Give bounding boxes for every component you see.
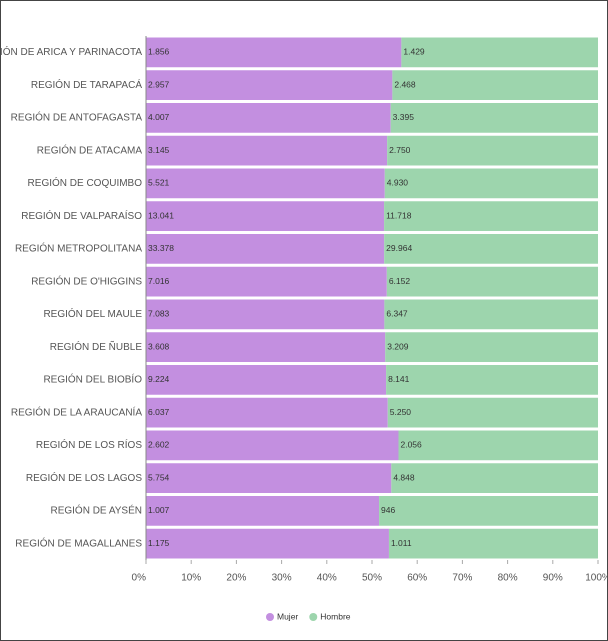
value-label: 5.754: [148, 472, 170, 482]
category-label: REGIÓN DE MAGALLANES: [15, 536, 142, 549]
x-tick-label: 60%: [407, 573, 427, 584]
bar-segment: [398, 430, 598, 461]
category-label: REGIÓN DE LOS RÍOS: [36, 438, 142, 451]
value-label: 9.224: [148, 374, 170, 384]
x-tick-label: 80%: [498, 573, 518, 584]
category-label: REGIÓN DE ARICA Y PARINACOTA: [0, 45, 142, 58]
value-label: 13.041: [148, 210, 174, 220]
bar-segment: [385, 332, 598, 362]
value-label: 7.083: [148, 309, 170, 319]
bar-segment: [387, 135, 598, 166]
value-label: 1.429: [403, 47, 425, 57]
bar-segment: [146, 430, 399, 461]
category-label: REGIÓN DEL BIOBÍO: [43, 373, 142, 386]
category-label: REGIÓN DE TARAPACÁ: [31, 78, 142, 91]
category-label: REGIÓN DE LA ARAUCANÍA: [11, 405, 142, 418]
x-tick-label: 90%: [543, 573, 563, 584]
bar-segment: [390, 103, 598, 133]
x-tick-label: 10%: [181, 573, 201, 584]
value-label: 4.007: [148, 112, 170, 122]
value-label: 8.141: [388, 374, 410, 384]
bar-segment: [146, 70, 393, 100]
bar-segment: [146, 332, 386, 362]
bar-segment: [391, 463, 598, 493]
bar-segment: [386, 266, 598, 297]
bar-segment: [146, 496, 380, 526]
value-label: 3.395: [393, 112, 415, 122]
value-label: 3.608: [148, 341, 170, 351]
bar-segment: [146, 463, 392, 493]
category-label: REGIÓN DE ANTOFAGASTA: [11, 111, 143, 124]
bar-segment: [379, 496, 598, 526]
value-label: 5.250: [390, 407, 412, 417]
bar-segment: [146, 397, 388, 428]
value-label: 7.016: [148, 276, 170, 286]
value-label: 3.145: [148, 145, 170, 155]
category-label: REGIÓN DE VALPARAÍSO: [21, 209, 142, 222]
value-label: 29.964: [386, 243, 412, 253]
value-label: 3.209: [387, 341, 409, 351]
bar-segment: [387, 397, 598, 428]
category-label: REGIÓN METROPOLITANA: [15, 242, 142, 255]
bar-segment: [386, 365, 598, 395]
x-tick-label: 50%: [362, 573, 382, 584]
value-label: 6.347: [386, 309, 408, 319]
legend-label: Mujer: [277, 611, 298, 621]
x-tick-label: 20%: [226, 573, 246, 584]
bar-segment: [384, 168, 598, 199]
bar-segment: [146, 135, 388, 166]
value-label: 4.848: [393, 472, 415, 482]
value-label: 2.957: [148, 79, 170, 89]
x-tick-label: 100%: [585, 573, 608, 584]
x-tick-label: 0%: [132, 573, 147, 584]
value-label: 5.521: [148, 178, 170, 188]
value-label: 4.930: [387, 178, 409, 188]
value-label: 6.152: [389, 276, 411, 286]
legend-label: Hombre: [320, 611, 351, 621]
bar-segment: [146, 299, 385, 330]
bar-segment: [392, 70, 598, 100]
bar-segment: [401, 37, 598, 68]
x-tick-label: 70%: [452, 573, 472, 584]
bar-segment: [146, 168, 385, 199]
value-label: 33.378: [148, 243, 174, 253]
value-label: 11.718: [386, 210, 412, 220]
legend-swatch: [266, 613, 274, 621]
value-label: 2.468: [394, 79, 416, 89]
bar-segment: [388, 528, 598, 559]
bar-segment: [384, 201, 598, 231]
value-label: 2.602: [148, 440, 170, 450]
bar-segment: [146, 103, 391, 133]
value-label: 946: [381, 505, 395, 515]
bar-segment: [146, 201, 385, 231]
bar-segment: [384, 234, 598, 264]
category-label: REGIÓN DE ÑUBLE: [50, 340, 143, 353]
bar-segment: [146, 528, 389, 559]
value-label: 1.007: [148, 505, 170, 515]
legend-swatch: [309, 613, 318, 621]
x-tick-label: 30%: [272, 573, 292, 584]
value-label: 1.856: [148, 47, 170, 57]
bar-segment: [384, 299, 598, 330]
category-label: REGIÓN DE LOS LAGOS: [26, 471, 142, 484]
bar-segment: [146, 266, 387, 297]
category-label: REGIÓN DE O'HIGGINS: [31, 274, 142, 287]
bar-segment: [146, 234, 385, 264]
bar-segment: [146, 365, 387, 395]
category-label: REGIÓN DE AYSÉN: [50, 504, 142, 517]
category-label: REGIÓN DEL MAULE: [43, 307, 142, 320]
value-label: 2.750: [389, 145, 411, 155]
category-label: REGIÓN DE ATACAMA: [37, 143, 143, 156]
value-label: 2.056: [400, 440, 422, 450]
category-label: REGIÓN DE COQUIMBO: [28, 176, 143, 189]
value-label: 6.037: [148, 407, 170, 417]
value-label: 1.175: [148, 538, 170, 548]
x-tick-label: 40%: [317, 573, 337, 584]
bar-segment: [146, 37, 402, 68]
value-label: 1.011: [391, 538, 412, 548]
